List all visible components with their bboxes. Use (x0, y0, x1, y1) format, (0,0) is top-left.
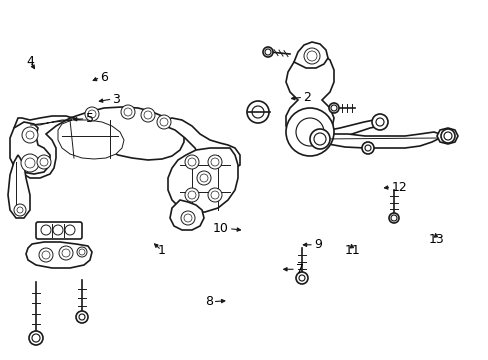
Circle shape (285, 108, 333, 156)
Circle shape (187, 191, 196, 199)
Circle shape (200, 174, 207, 182)
FancyBboxPatch shape (36, 222, 82, 239)
Circle shape (375, 118, 383, 126)
Text: 12: 12 (390, 181, 406, 194)
Text: 2: 2 (303, 91, 310, 104)
Circle shape (65, 225, 75, 235)
Circle shape (207, 188, 222, 202)
Polygon shape (8, 155, 30, 218)
Circle shape (141, 108, 155, 122)
Circle shape (390, 215, 396, 221)
Circle shape (364, 145, 370, 151)
Circle shape (14, 204, 26, 216)
Polygon shape (12, 107, 183, 178)
Circle shape (76, 311, 88, 323)
Circle shape (29, 331, 43, 345)
Circle shape (21, 154, 39, 172)
Circle shape (328, 103, 338, 113)
Text: 10: 10 (213, 222, 228, 235)
Circle shape (39, 248, 53, 262)
Circle shape (313, 133, 325, 145)
Circle shape (22, 127, 38, 143)
Polygon shape (168, 148, 238, 212)
Polygon shape (170, 200, 203, 230)
Circle shape (121, 105, 135, 119)
Circle shape (79, 249, 85, 255)
Circle shape (440, 129, 454, 143)
Polygon shape (26, 242, 92, 268)
Circle shape (42, 251, 50, 259)
Circle shape (388, 213, 398, 223)
Text: 11: 11 (344, 244, 359, 257)
Text: 7: 7 (295, 263, 303, 276)
Text: 1: 1 (157, 244, 165, 257)
Polygon shape (285, 52, 333, 142)
Circle shape (157, 115, 171, 129)
Circle shape (183, 214, 192, 222)
Circle shape (79, 314, 85, 320)
Circle shape (143, 111, 152, 119)
Polygon shape (30, 120, 124, 159)
Circle shape (184, 155, 199, 169)
Text: 9: 9 (313, 238, 321, 251)
Polygon shape (164, 118, 240, 170)
Polygon shape (10, 122, 50, 174)
Polygon shape (329, 118, 381, 138)
Polygon shape (436, 128, 457, 144)
Circle shape (77, 247, 87, 257)
Text: 8: 8 (204, 295, 212, 308)
Circle shape (306, 51, 316, 61)
Circle shape (361, 142, 373, 154)
Circle shape (443, 132, 451, 140)
Circle shape (59, 246, 73, 260)
Circle shape (37, 155, 51, 169)
Circle shape (251, 106, 264, 118)
Circle shape (53, 225, 63, 235)
Circle shape (160, 118, 168, 126)
Polygon shape (293, 42, 327, 68)
Circle shape (26, 131, 34, 139)
Circle shape (197, 171, 210, 185)
Circle shape (62, 249, 70, 257)
Circle shape (263, 47, 272, 57)
Circle shape (88, 110, 96, 118)
Circle shape (124, 108, 132, 116)
Circle shape (210, 191, 219, 199)
Circle shape (330, 105, 336, 111)
Circle shape (184, 188, 199, 202)
Circle shape (246, 101, 268, 123)
Circle shape (371, 114, 387, 130)
Text: 3: 3 (112, 93, 120, 105)
Circle shape (40, 158, 48, 166)
Text: 6: 6 (100, 71, 108, 84)
Circle shape (25, 158, 35, 168)
Text: 13: 13 (427, 233, 443, 246)
Circle shape (17, 207, 23, 213)
Polygon shape (317, 132, 439, 148)
Circle shape (295, 272, 307, 284)
Circle shape (181, 211, 195, 225)
Circle shape (85, 107, 99, 121)
Circle shape (41, 225, 51, 235)
Circle shape (304, 48, 319, 64)
Text: 4: 4 (26, 55, 34, 68)
Circle shape (210, 158, 219, 166)
Text: 5: 5 (85, 112, 93, 125)
Circle shape (298, 275, 305, 281)
Circle shape (187, 158, 196, 166)
Circle shape (295, 118, 324, 146)
Circle shape (32, 334, 40, 342)
Circle shape (309, 129, 329, 149)
Circle shape (207, 155, 222, 169)
Circle shape (264, 49, 270, 55)
